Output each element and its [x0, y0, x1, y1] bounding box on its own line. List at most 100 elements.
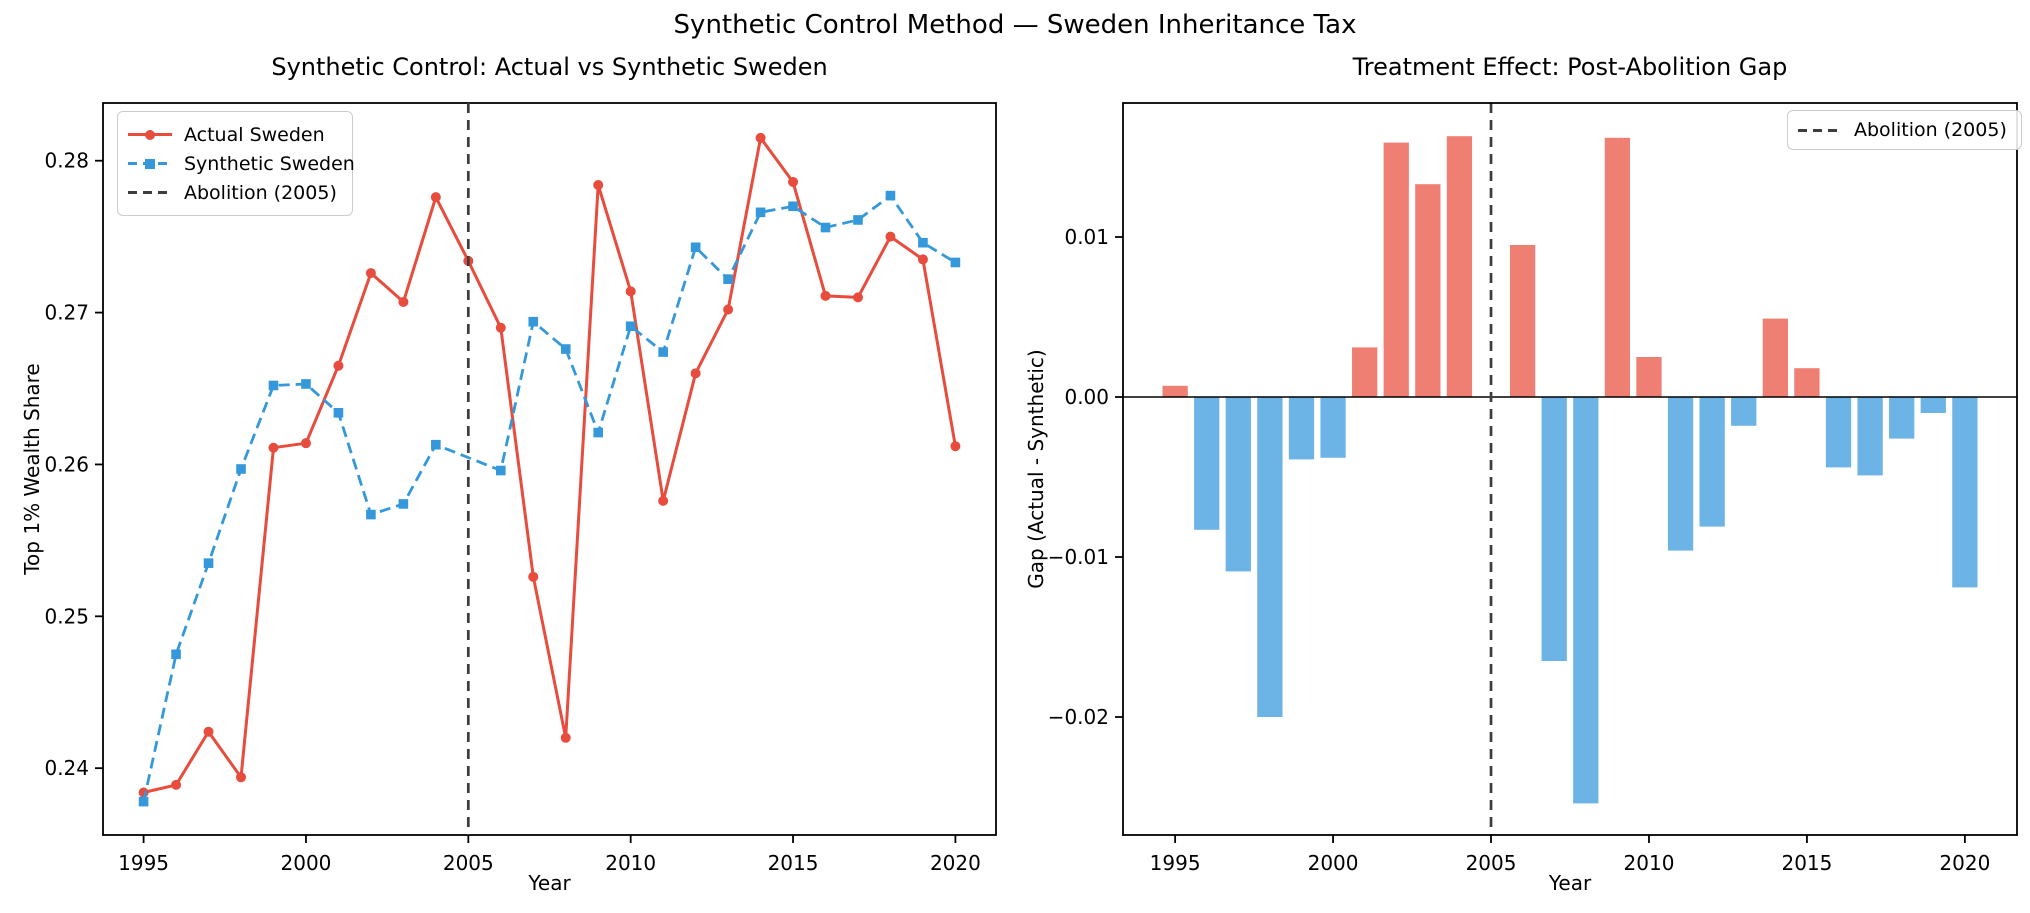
line-chart-x-tick-label: 2005	[443, 851, 494, 875]
gap-bar	[1604, 137, 1631, 398]
gap-bar	[1162, 385, 1188, 397]
data-point-synthetic	[658, 347, 668, 357]
line-chart-x-tick-label: 2020	[930, 851, 981, 875]
legend-item-actual: Actual Sweden	[128, 120, 338, 149]
bar-chart-x-tick-label: 2005	[1466, 851, 1517, 875]
data-point-actual	[236, 772, 247, 783]
data-point-actual	[625, 286, 636, 297]
series-line-actual	[143, 136, 957, 794]
gap-bar	[1825, 397, 1852, 468]
line-chart-ylabel: Top 1% Wealth Share	[20, 363, 44, 575]
gap-bar	[1952, 397, 1978, 588]
data-point-synthetic	[820, 222, 831, 233]
data-point-synthetic	[723, 274, 733, 284]
data-point-synthetic	[203, 558, 214, 568]
data-point-synthetic	[495, 465, 506, 476]
data-point-synthetic	[398, 499, 409, 509]
data-point-actual	[950, 441, 961, 452]
gap-bar	[1920, 397, 1946, 413]
data-point-synthetic	[431, 439, 441, 450]
legend-label: Actual Sweden	[184, 123, 325, 146]
bar-chart-x-tick-label: 2015	[1781, 851, 1832, 875]
gap-bar	[1857, 397, 1883, 476]
gap-bar	[1257, 397, 1283, 717]
data-point-synthetic	[853, 215, 863, 225]
gap-bar	[1731, 397, 1757, 426]
data-point-actual	[755, 132, 766, 143]
data-point-actual	[723, 304, 734, 315]
line-chart-y-tick-label: 0.28	[44, 149, 89, 173]
line-chart-x-tick-label: 2000	[281, 851, 332, 875]
gap-bar	[1573, 397, 1599, 804]
data-point-actual	[852, 292, 863, 303]
line-chart-xlabel: Year	[528, 871, 571, 895]
data-point-synthetic	[690, 242, 701, 253]
line-chart-y-tick-label: 0.24	[44, 756, 89, 780]
data-point-synthetic	[301, 379, 311, 389]
series-line-synthetic	[142, 194, 957, 802]
line-chart-legend: Actual Sweden Synthetic Sweden Abolition…	[117, 111, 355, 216]
line-chart-x-tick-label: 1995	[118, 851, 169, 875]
bar-chart-x-tick-label: 1995	[1150, 851, 1201, 875]
data-point-synthetic	[788, 201, 798, 212]
line-chart-x-tick-label: 2010	[605, 851, 656, 875]
data-point-synthetic	[366, 509, 376, 520]
figure-title: Synthetic Control Method — Sweden Inheri…	[673, 10, 1357, 40]
gap-bar	[1541, 397, 1567, 661]
data-point-actual	[528, 571, 539, 582]
bar-chart-legend: Abolition (2005)	[1787, 110, 2022, 150]
data-point-actual	[203, 726, 214, 737]
synthetic-line-swatch-icon	[128, 158, 172, 170]
line-chart-y-tick-label: 0.26	[44, 452, 89, 476]
data-point-actual	[917, 254, 928, 265]
bar-chart-x-tick-label: 2010	[1624, 851, 1675, 875]
gap-bar	[1667, 397, 1694, 551]
bar-chart-spines	[1122, 102, 2018, 836]
data-point-actual	[430, 192, 441, 203]
data-point-synthetic	[625, 321, 636, 332]
data-point-synthetic	[885, 190, 896, 201]
data-point-synthetic	[528, 316, 539, 327]
data-point-synthetic	[950, 257, 961, 268]
data-point-synthetic	[918, 237, 928, 248]
data-point-synthetic	[268, 380, 279, 391]
legend-item-abolition: Abolition (2005)	[1798, 119, 2007, 141]
data-point-synthetic	[171, 649, 181, 660]
data-point-actual	[300, 438, 311, 449]
data-point-actual	[560, 732, 571, 743]
bar-chart-y-tick-label: 0.01	[1064, 225, 1109, 249]
gap-bar	[1288, 397, 1315, 460]
data-point-actual	[690, 368, 701, 379]
abolition-line-swatch-icon	[128, 187, 172, 199]
data-point-actual	[820, 290, 831, 301]
legend-label: Synthetic Sweden	[184, 152, 355, 175]
data-point-actual	[365, 268, 376, 279]
data-point-actual	[885, 231, 896, 242]
data-point-actual	[788, 176, 799, 187]
line-chart-x-tick-label: 2015	[768, 851, 819, 875]
gap-bar	[1194, 397, 1220, 530]
bar-chart-xlabel: Year	[1548, 871, 1592, 895]
data-point-synthetic	[593, 427, 604, 438]
actual-line-swatch-icon	[128, 129, 172, 141]
legend-item-synthetic: Synthetic Sweden	[128, 149, 355, 178]
line-chart-spines	[102, 102, 997, 836]
bar-chart-title: Treatment Effect: Post-Abolition Gap	[1352, 53, 1788, 81]
bar-chart-x-tick-label: 2000	[1308, 851, 1359, 875]
gap-bar	[1383, 142, 1409, 397]
data-point-actual	[333, 360, 344, 371]
gap-bar	[1636, 357, 1662, 397]
line-chart-y-tick-label: 0.25	[44, 604, 89, 628]
gap-bar	[1699, 397, 1725, 527]
data-point-actual	[171, 779, 182, 790]
gap-bar	[1889, 397, 1915, 439]
bar-chart-ylabel: Gap (Actual - Synthetic)	[1024, 349, 1048, 589]
data-point-actual	[593, 180, 604, 191]
data-point-synthetic	[333, 408, 344, 418]
data-point-actual	[268, 442, 279, 453]
bar-chart-y-tick-label: −0.02	[1048, 705, 1109, 729]
legend-item-abolition: Abolition (2005)	[128, 178, 338, 207]
data-point-synthetic	[138, 796, 149, 807]
